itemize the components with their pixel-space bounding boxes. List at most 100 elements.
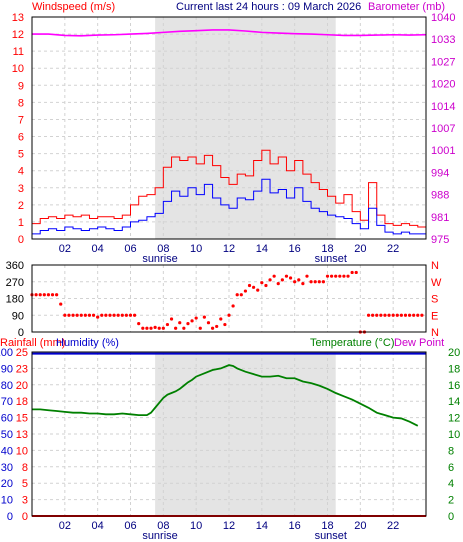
direction-point (350, 270, 354, 275)
direction-point (116, 313, 120, 317)
sunrise-label: sunrise (142, 253, 177, 265)
axis-tick-label: 8 (448, 445, 454, 457)
direction-point (416, 313, 420, 317)
hour-tick-label: 04 (92, 243, 104, 255)
wind-panel-hour-ticks: 02 04 06 08 10 12 14 16 18 20 22 (59, 243, 400, 255)
wind-direction-points (30, 270, 424, 334)
direction-point (239, 293, 243, 297)
direction-point (412, 313, 416, 317)
rainfall-axis: 0 10 20 30 40 50 60 70 80 90 100 (0, 347, 13, 523)
direction-point (223, 322, 227, 327)
humidity-title: Humidity (%) (56, 337, 119, 349)
direction-point (280, 278, 284, 282)
direction-point (395, 313, 399, 317)
direction-point (34, 293, 38, 297)
direction-point (284, 274, 289, 278)
direction-point (186, 322, 190, 326)
direction-point (264, 283, 268, 288)
direction-point (330, 274, 334, 278)
axis-tick-label: 30 (1, 462, 13, 474)
hour-tick-label: 12 (223, 243, 235, 255)
axis-tick-label: 13 (16, 429, 28, 441)
axis-tick-label: 0 (18, 234, 24, 246)
hour-tick-label: 20 (354, 243, 366, 255)
direction-point (46, 293, 51, 297)
axis-tick-label: 14 (448, 396, 460, 408)
humidity-axis: 0 3 5 8 10 13 15 18 20 23 25 (16, 347, 28, 523)
direction-point (63, 313, 67, 317)
hour-tick-label: 06 (124, 243, 136, 255)
direction-point (124, 313, 128, 317)
axis-tick-label: N (431, 327, 439, 339)
axis-tick-label: 20 (1, 478, 13, 490)
direction-point (67, 313, 71, 317)
hour-tick-label: 12 (223, 520, 235, 532)
hour-tick-label: 10 (190, 243, 202, 255)
axis-tick-label: 10 (1, 495, 13, 507)
direction-point (145, 326, 149, 330)
direction-point (112, 313, 116, 317)
temperature-title: Temperature (°C) (310, 337, 394, 349)
axis-tick-label: 70 (1, 396, 13, 408)
direction-point (399, 313, 403, 317)
axis-tick-label: 1027 (431, 56, 455, 68)
hour-tick-label: 08 (157, 243, 169, 255)
hour-tick-label: 18 (321, 243, 333, 255)
hour-tick-label: 18 (321, 520, 333, 532)
direction-point (379, 313, 383, 317)
axis-tick-label: 994 (431, 167, 449, 179)
axis-tick-label: 0 (448, 511, 454, 523)
direction-point (420, 313, 424, 317)
axis-tick-label: 0 (7, 511, 13, 523)
direction-panel-frame (31, 264, 427, 333)
hour-tick-label: 04 (92, 520, 104, 532)
direction-point (178, 321, 182, 325)
axis-tick-label: 360 (6, 260, 24, 272)
direction-point (104, 313, 108, 317)
temperature-panel-hour-ticks: 02 04 06 08 10 12 14 16 18 20 22 (59, 520, 400, 532)
direction-point (96, 315, 100, 319)
direction-point (342, 274, 346, 278)
direction-point (276, 282, 280, 286)
dew-point-title: Dew Point (394, 337, 444, 349)
axis-tick-label: 18 (448, 363, 460, 375)
chart-title: Current last 24 hours : 09 March 2026 (176, 1, 361, 13)
direction-point (227, 313, 231, 317)
direction-point (219, 317, 223, 321)
axis-tick-label: 1020 (431, 79, 455, 91)
daylight-band (155, 352, 336, 516)
direction-point (309, 280, 313, 284)
direction-point (243, 289, 248, 293)
temperature-axis: 0 2 4 6 8 10 12 14 16 18 20 (448, 347, 460, 523)
direction-point (128, 313, 133, 317)
axis-tick-label: 6 (448, 462, 454, 474)
axis-tick-label: 11 (13, 46, 24, 58)
wind-panel-frame (31, 16, 427, 240)
temperature-panel-frame (31, 351, 427, 517)
axis-tick-label: 988 (431, 190, 449, 202)
direction-point (366, 313, 371, 317)
direction-point (198, 326, 202, 330)
windspeed-title: Windspeed (m/s) (32, 1, 115, 13)
axis-tick-label: 100 (0, 347, 13, 359)
axis-tick-label: 1007 (431, 123, 455, 135)
wind-average-line (32, 178, 426, 235)
direction-point (153, 325, 157, 329)
daylight-band (155, 17, 336, 239)
axis-tick-label: 1033 (431, 34, 455, 46)
hour-tick-label: 02 (59, 243, 71, 255)
direction-point (75, 313, 79, 317)
direction-point (325, 274, 330, 278)
axis-tick-label: 40 (1, 445, 13, 457)
hour-tick-label: 02 (59, 520, 71, 532)
direction-point (59, 302, 63, 306)
axis-tick-label: 180 (6, 294, 24, 306)
axis-tick-label: 12 (448, 413, 460, 425)
hour-tick-label: 08 (157, 520, 169, 532)
wind-panel-grid (32, 17, 426, 239)
direction-point (268, 278, 272, 282)
direction-point (202, 315, 206, 319)
axis-tick-label: 975 (431, 234, 449, 246)
direction-point (235, 293, 239, 297)
